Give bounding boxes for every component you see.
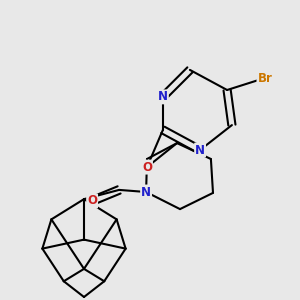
Text: Br: Br xyxy=(257,71,272,85)
Text: O: O xyxy=(87,194,97,208)
Text: N: N xyxy=(141,185,151,199)
Text: N: N xyxy=(158,90,168,104)
Text: O: O xyxy=(142,160,152,174)
Text: N: N xyxy=(195,143,205,157)
